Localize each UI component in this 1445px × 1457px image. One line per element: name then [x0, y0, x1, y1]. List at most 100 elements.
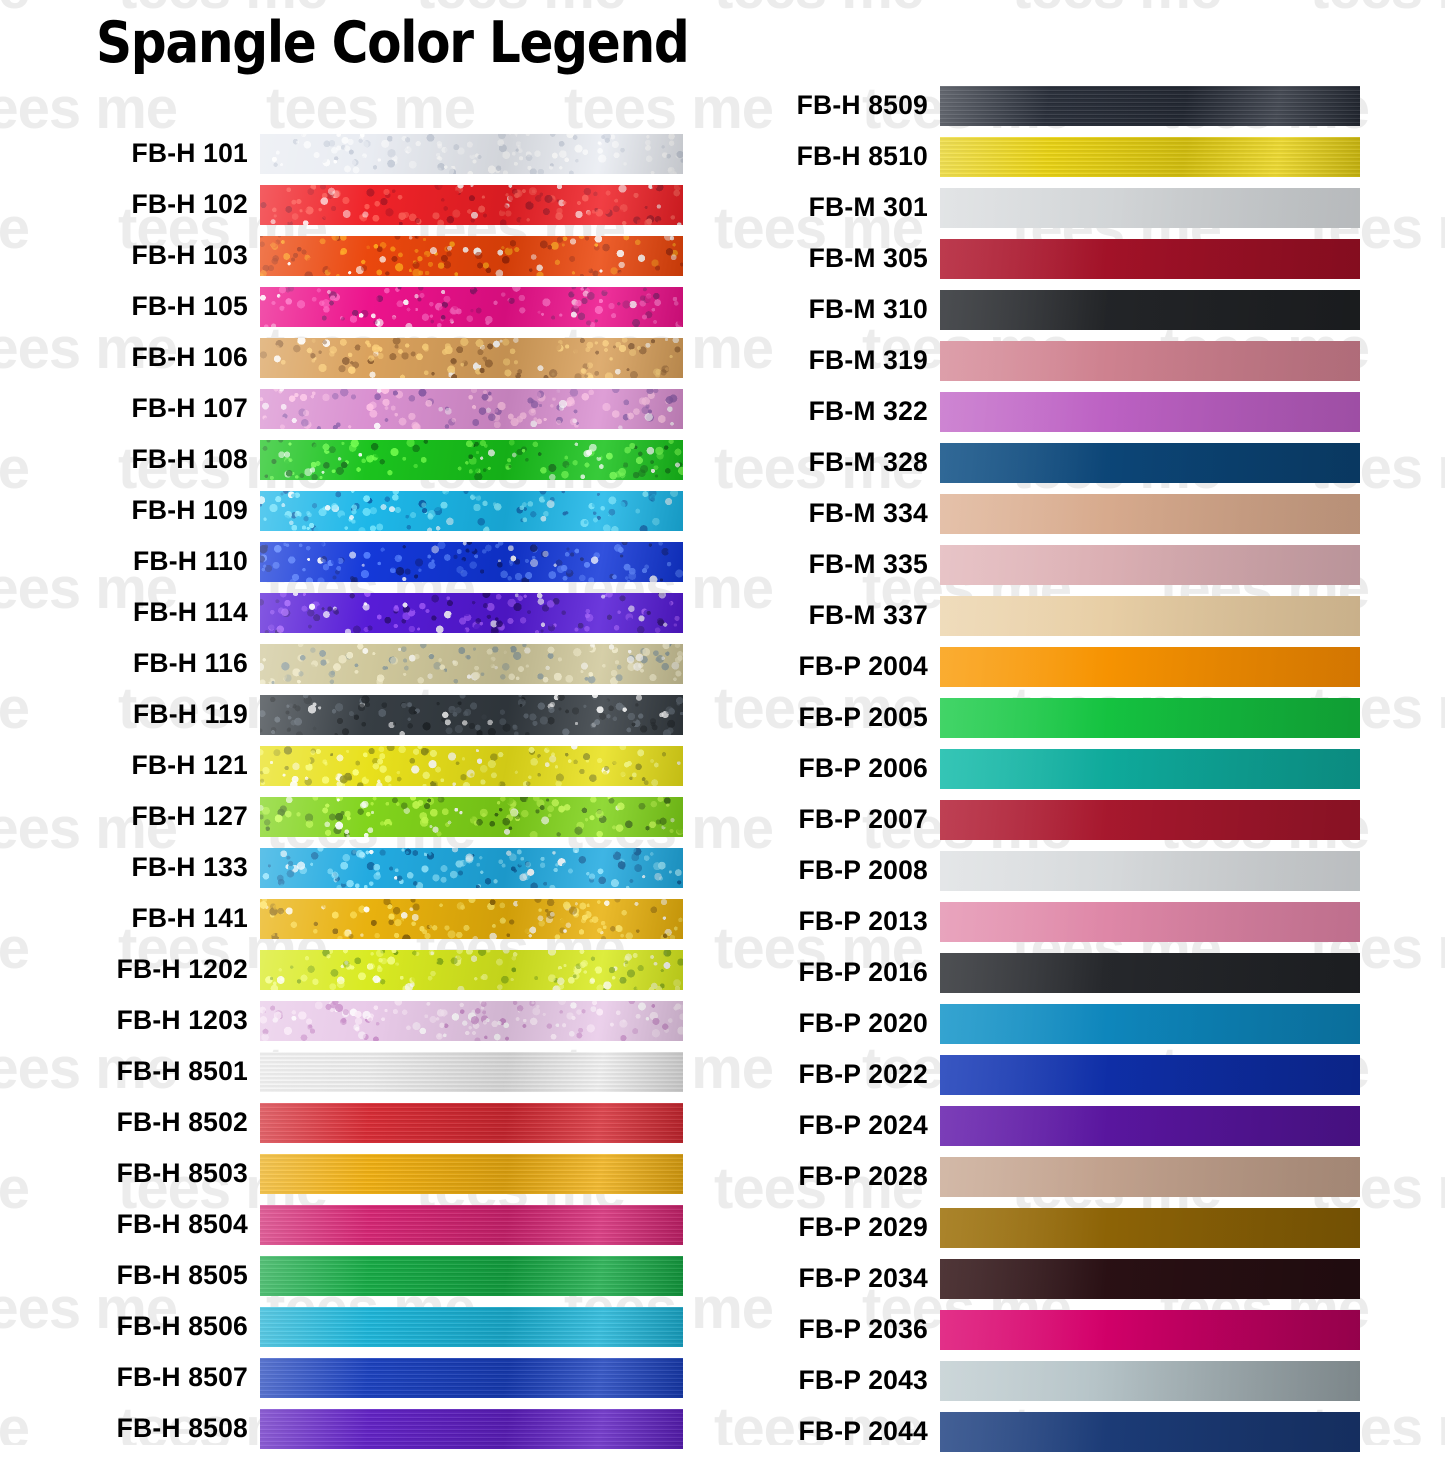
- swatch-texture: [260, 847, 683, 888]
- color-code-label: FB-P 2044: [798, 1416, 928, 1446]
- color-swatch: [940, 544, 1360, 585]
- color-code-label: FB-H 141: [131, 903, 248, 933]
- color-code-label: FB-H 116: [132, 648, 248, 678]
- color-code-label: FB-M 337: [808, 600, 928, 630]
- color-code-label: FB-H 8505: [116, 1260, 248, 1290]
- swatch-texture: [260, 337, 683, 378]
- swatch-texture: [940, 1156, 1360, 1197]
- color-code-label: FB-H 8507: [116, 1362, 248, 1392]
- color-swatch: [260, 1306, 683, 1347]
- swatch-sheen: [940, 1309, 1360, 1350]
- legend-row: FB-M 305: [740, 233, 1445, 284]
- swatch-sheen: [940, 595, 1360, 636]
- legend-row: FB-P 2008: [740, 845, 1445, 896]
- color-swatch: [940, 136, 1360, 177]
- swatch-sheen: [940, 85, 1360, 126]
- color-swatch: [260, 847, 683, 888]
- color-code-label: FB-P 2016: [798, 957, 928, 987]
- color-code-label: FB-H 8502: [116, 1107, 248, 1137]
- swatch-sheen: [940, 340, 1360, 381]
- swatch-sheen: [260, 490, 683, 531]
- legend-row: FB-H 108: [0, 434, 700, 485]
- color-swatch: [940, 1054, 1360, 1095]
- color-code-label: FB-H 8503: [116, 1158, 248, 1188]
- swatch-texture: [260, 439, 683, 480]
- color-code-label: FB-M 305: [808, 243, 928, 273]
- color-code-label: FB-P 2028: [798, 1161, 928, 1191]
- swatch-texture: [260, 745, 683, 786]
- swatch-texture: [260, 694, 683, 735]
- color-swatch: [260, 796, 683, 837]
- legend-row: FB-H 102: [0, 179, 700, 230]
- legend-row: FB-P 2006: [740, 743, 1445, 794]
- swatch-texture: [940, 1003, 1360, 1044]
- color-code-label: FB-H 103: [131, 240, 248, 270]
- color-code-label: FB-P 2020: [798, 1008, 928, 1038]
- color-swatch: [940, 442, 1360, 483]
- legend-row: FB-H 8505: [0, 1250, 700, 1301]
- color-swatch: [260, 1204, 683, 1245]
- swatch-texture: [260, 1357, 683, 1398]
- color-swatch: [940, 799, 1360, 840]
- swatch-texture: [940, 1054, 1360, 1095]
- legend-row: FB-H 8502: [0, 1097, 700, 1148]
- legend-row: FB-M 335: [740, 539, 1445, 590]
- legend-row: FB-P 2007: [740, 794, 1445, 845]
- swatch-sheen: [260, 1357, 683, 1398]
- swatch-texture: [260, 898, 683, 939]
- legend-row: FB-H 1202: [0, 944, 700, 995]
- legend-row: FB-H 8506: [0, 1301, 700, 1352]
- swatch-sheen: [940, 1207, 1360, 1248]
- color-code-label: FB-H 127: [131, 801, 248, 831]
- color-swatch: [940, 238, 1360, 279]
- color-swatch: [940, 187, 1360, 228]
- swatch-sheen: [260, 1153, 683, 1194]
- color-swatch: [940, 289, 1360, 330]
- color-swatch: [260, 898, 683, 939]
- swatch-sheen: [940, 289, 1360, 330]
- swatch-texture: [940, 544, 1360, 585]
- swatch-sheen: [260, 949, 683, 990]
- swatch-sheen: [260, 898, 683, 939]
- legend-row: FB-H 119: [0, 689, 700, 740]
- swatch-texture: [940, 799, 1360, 840]
- color-swatch: [940, 1309, 1360, 1350]
- legend-row: FB-P 2044: [740, 1406, 1445, 1457]
- swatch-texture: [260, 490, 683, 531]
- swatch-sheen: [260, 337, 683, 378]
- color-swatch: [260, 1255, 683, 1296]
- swatch-texture: [260, 235, 683, 276]
- swatch-texture: [940, 595, 1360, 636]
- swatch-texture: [940, 391, 1360, 432]
- color-code-label: FB-M 301: [808, 192, 928, 222]
- swatch-sheen: [940, 1003, 1360, 1044]
- legend-row: FB-M 301: [740, 182, 1445, 233]
- legend-row: FB-P 2024: [740, 1100, 1445, 1151]
- legend-row: FB-H 121: [0, 740, 700, 791]
- legend-row: FB-P 2005: [740, 692, 1445, 743]
- legend-row: FB-M 310: [740, 284, 1445, 335]
- color-code-label: FB-H 8510: [796, 141, 928, 171]
- legend-row: FB-P 2029: [740, 1202, 1445, 1253]
- color-swatch: [260, 694, 683, 735]
- swatch-texture: [940, 1360, 1360, 1401]
- color-code-label: FB-P 2024: [798, 1110, 928, 1140]
- color-code-label: FB-H 102: [131, 189, 248, 219]
- swatch-texture: [940, 850, 1360, 891]
- swatch-sheen: [260, 643, 683, 684]
- legend-row: FB-H 141: [0, 893, 700, 944]
- color-swatch: [940, 340, 1360, 381]
- legend-row: FB-P 2016: [740, 947, 1445, 998]
- legend-row: FB-H 8508: [0, 1403, 700, 1454]
- legend-row: FB-P 2004: [740, 641, 1445, 692]
- color-swatch: [260, 184, 683, 225]
- color-code-label: FB-M 322: [808, 396, 928, 426]
- swatch-texture: [940, 238, 1360, 279]
- swatch-sheen: [940, 901, 1360, 942]
- color-code-label: FB-P 2007: [798, 804, 928, 834]
- swatch-sheen: [260, 286, 683, 327]
- swatch-sheen: [940, 1054, 1360, 1095]
- legend-row: FB-P 2036: [740, 1304, 1445, 1355]
- color-swatch: [260, 133, 683, 174]
- swatch-sheen: [260, 1204, 683, 1245]
